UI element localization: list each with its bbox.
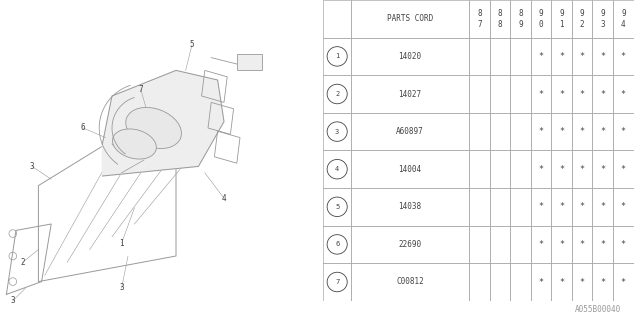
Text: *: *	[621, 127, 626, 136]
Text: 9
0: 9 0	[539, 9, 543, 28]
Text: *: *	[580, 277, 585, 286]
Text: 8
7: 8 7	[477, 9, 482, 28]
Bar	[237, 54, 262, 70]
Text: *: *	[539, 165, 543, 174]
Text: *: *	[559, 277, 564, 286]
Text: 14020: 14020	[399, 52, 422, 61]
Text: *: *	[580, 90, 585, 99]
Text: *: *	[559, 165, 564, 174]
Text: *: *	[600, 52, 605, 61]
Text: *: *	[580, 52, 585, 61]
Text: *: *	[580, 202, 585, 211]
Text: *: *	[559, 127, 564, 136]
Text: 7: 7	[335, 279, 339, 285]
Text: 2: 2	[335, 91, 339, 97]
Text: 8
9: 8 9	[518, 9, 523, 28]
Text: *: *	[600, 240, 605, 249]
Text: 5: 5	[189, 40, 195, 49]
Text: 9
4: 9 4	[621, 9, 626, 28]
Text: 1: 1	[119, 239, 124, 248]
Text: 3: 3	[10, 296, 15, 305]
Text: 3: 3	[119, 284, 124, 292]
Text: *: *	[580, 240, 585, 249]
Text: 6: 6	[81, 124, 86, 132]
Text: 2: 2	[20, 258, 25, 267]
Ellipse shape	[125, 108, 182, 148]
Text: 1: 1	[335, 53, 339, 60]
Text: *: *	[580, 165, 585, 174]
Text: *: *	[621, 202, 626, 211]
Text: *: *	[600, 277, 605, 286]
Text: *: *	[559, 240, 564, 249]
Text: 6: 6	[335, 241, 339, 247]
Text: *: *	[621, 240, 626, 249]
Text: 14004: 14004	[399, 165, 422, 174]
Text: 3: 3	[29, 162, 35, 171]
Text: *: *	[539, 52, 543, 61]
Text: *: *	[600, 90, 605, 99]
Text: 9
3: 9 3	[600, 9, 605, 28]
Ellipse shape	[113, 129, 156, 159]
Text: *: *	[559, 52, 564, 61]
Text: PARTS CORD: PARTS CORD	[387, 14, 433, 23]
Text: 14027: 14027	[399, 90, 422, 99]
Text: *: *	[559, 202, 564, 211]
Text: *: *	[600, 127, 605, 136]
Text: 9
2: 9 2	[580, 9, 584, 28]
Text: 7: 7	[138, 85, 143, 94]
Polygon shape	[102, 70, 224, 176]
Text: C00812: C00812	[396, 277, 424, 286]
Text: 14038: 14038	[399, 202, 422, 211]
Text: 4: 4	[335, 166, 339, 172]
Text: A60897: A60897	[396, 127, 424, 136]
Text: *: *	[559, 90, 564, 99]
Text: 9
1: 9 1	[559, 9, 564, 28]
Text: *: *	[539, 277, 543, 286]
Text: *: *	[621, 277, 626, 286]
Text: 22690: 22690	[399, 240, 422, 249]
Text: 5: 5	[335, 204, 339, 210]
Text: *: *	[580, 127, 585, 136]
Text: *: *	[621, 52, 626, 61]
Text: *: *	[600, 165, 605, 174]
Text: 8
8: 8 8	[498, 9, 502, 28]
Text: *: *	[539, 240, 543, 249]
Text: *: *	[539, 202, 543, 211]
Text: *: *	[539, 90, 543, 99]
Text: A055B00040: A055B00040	[575, 305, 621, 314]
Text: *: *	[621, 90, 626, 99]
Text: 4: 4	[221, 194, 227, 203]
Text: *: *	[539, 127, 543, 136]
Text: *: *	[600, 202, 605, 211]
Text: *: *	[621, 165, 626, 174]
Text: 3: 3	[335, 129, 339, 135]
